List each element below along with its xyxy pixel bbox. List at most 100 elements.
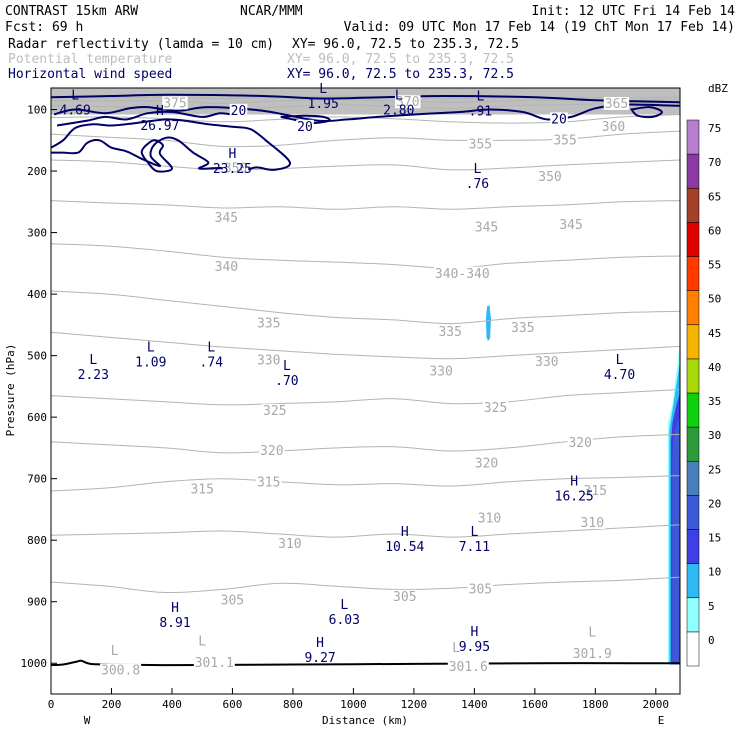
wind-extremum-letter-2: L [319, 82, 327, 97]
theta-label-1: 370 [396, 95, 419, 110]
wind-extremum-letter-10: L [283, 359, 291, 374]
theta-contour-310 [50, 524, 681, 538]
theta-label-9-bg [473, 220, 500, 234]
wind-extremum-letter-17: H [316, 636, 324, 651]
x-tick-label-1200: 1200 [401, 698, 428, 711]
wind-extremum-letter-0: L [71, 88, 79, 103]
theta-label-25: 315 [257, 475, 280, 490]
theta-label-26: 315 [584, 484, 607, 499]
colorbar-label-50: 50 [708, 293, 721, 306]
theta-label-30: 305 [221, 594, 244, 609]
wind-contour-2 [56, 110, 239, 127]
theta-label-2: 365 [605, 97, 628, 112]
theta-contour-325 [50, 389, 681, 406]
plot-area: 375 370 365 360 355 355 350 350 345 345 345 340 340-… [50, 82, 681, 694]
theta-label-34-bg [193, 656, 235, 670]
wind-extremum-value-14: 7.11 [459, 540, 490, 555]
theta-label-31-bg [392, 589, 418, 603]
wind-contour-4 [140, 139, 173, 173]
colorbar-label-40: 40 [708, 361, 721, 374]
theta-label-19-bg [262, 404, 288, 417]
endpoint-right: E [658, 714, 665, 727]
theta-label-8: 345 [215, 211, 238, 226]
reflectivity-area-4 [485, 305, 491, 341]
contour-labels: 375 370 365 360 355 355 350 350 345 345 345 340 340-… [60, 82, 636, 678]
theta-label-21: 320 [260, 444, 283, 459]
wind-extremum-value-16: 6.03 [329, 613, 360, 628]
theta-label-26-bg [582, 484, 608, 497]
theta-label-15: 335 [511, 321, 534, 336]
theta-label-2-bg [603, 97, 630, 110]
x-axis: 0 200 400 600 800 1000 1200 1400 1600 1800 2000 [48, 688, 669, 711]
theta-label-29-bg [579, 516, 605, 529]
wind-extremum-letter-3: L [395, 88, 403, 103]
theta-contour-345 [50, 200, 681, 210]
colorbar-swatch-40 [686, 358, 700, 394]
wind-extremum-value-7: 1.09 [135, 356, 166, 371]
wind-contour-1 [53, 103, 681, 123]
colorbar-label-30: 30 [708, 429, 721, 442]
y-tick-label-400: 400 [27, 288, 47, 301]
x-tick-label-1400: 1400 [461, 698, 488, 711]
colorbar-swatch-70 [686, 153, 700, 189]
y-tick-label-800: 800 [27, 534, 47, 547]
wind-extremum-value-13: 10.54 [385, 540, 424, 555]
theta-label-25-bg [256, 475, 282, 489]
theta-contour-340 [50, 243, 681, 269]
theta-label-16-bg [256, 353, 282, 367]
field-name-wind: Horizontal wind speed [8, 67, 172, 82]
colorbar-label-60: 60 [708, 224, 721, 237]
wind-contour-label-1: 20 [297, 120, 313, 135]
colorbar-swatch-5 [686, 597, 700, 633]
theta-label-27-bg [277, 536, 303, 550]
theta-label-22-bg [473, 456, 500, 470]
colorbar-label-15: 15 [708, 532, 721, 545]
wind-contour-label-2: 20 [551, 112, 567, 127]
wind-contour-label-0: 20 [231, 104, 247, 119]
theta-extremum-3: L [588, 626, 596, 641]
theta-label-8-bg [213, 210, 240, 224]
theta-label-4: 355 [469, 138, 492, 153]
title-left: CONTRAST 15km ARW [5, 4, 138, 19]
theta-label-23: 320 [568, 436, 591, 451]
theta-label-35: 301.6 [449, 660, 488, 675]
valid-time: Valid: 09 UTC Mon 17 Feb 14 (19 ChT Mon … [344, 20, 735, 35]
theta-label-10-bg [558, 218, 584, 232]
wind-speed-contours [50, 93, 681, 173]
x-tick-label-1600: 1600 [522, 698, 549, 711]
colorbar-label-65: 65 [708, 190, 721, 203]
theta-label-16: 330 [257, 354, 280, 369]
plot-frame [50, 87, 681, 695]
theta-label-3: 360 [602, 120, 625, 135]
wind-contour-6 [629, 106, 663, 119]
wind-extremum-letter-4: L [476, 90, 484, 105]
x-axis-label: Distance (km) [322, 714, 408, 727]
colorbar-swatch-65 [686, 188, 700, 223]
theta-label-21-bg [259, 444, 285, 457]
wind-extremum-value-2: 1.95 [308, 97, 339, 112]
theta-label-32: 305 [469, 582, 492, 597]
colorbar-label-10: 10 [708, 566, 721, 579]
theta-label-33-bg [100, 663, 142, 677]
wind-extremum-value-1: 26.97 [140, 119, 179, 134]
field-xy-theta: XY= 96.0, 72.5 to 235.3, 72.5 [287, 52, 514, 67]
theta-label-17: 330 [429, 365, 452, 380]
theta-label-11-bg [213, 260, 240, 273]
theta-label-14: 335 [438, 325, 461, 340]
colorbar-swatch-35 [686, 392, 700, 428]
colorbar-swatch-0 [686, 631, 700, 667]
theta-label-20-bg [482, 400, 509, 414]
forecast-hour: Fcst: 69 h [5, 20, 83, 35]
header: CONTRAST 15km ARW NCAR/MMM Init: 12 UTC … [5, 4, 735, 82]
theta-label-30-bg [219, 593, 246, 607]
colorbar-swatch-60 [686, 222, 700, 257]
colorbar-swatch-50 [686, 290, 700, 325]
theta-label-0-bg [162, 96, 188, 110]
wind-extremum-value-10: .70 [275, 374, 298, 389]
y-tick-label-100: 100 [27, 104, 47, 117]
wind-extremum-value-6: .76 [466, 177, 489, 192]
theta-extremum-1: L [198, 635, 206, 650]
wind-contour-label-2-bg [550, 112, 568, 126]
theta-label-28: 310 [478, 512, 501, 527]
x-tick-label-800: 800 [283, 698, 303, 711]
